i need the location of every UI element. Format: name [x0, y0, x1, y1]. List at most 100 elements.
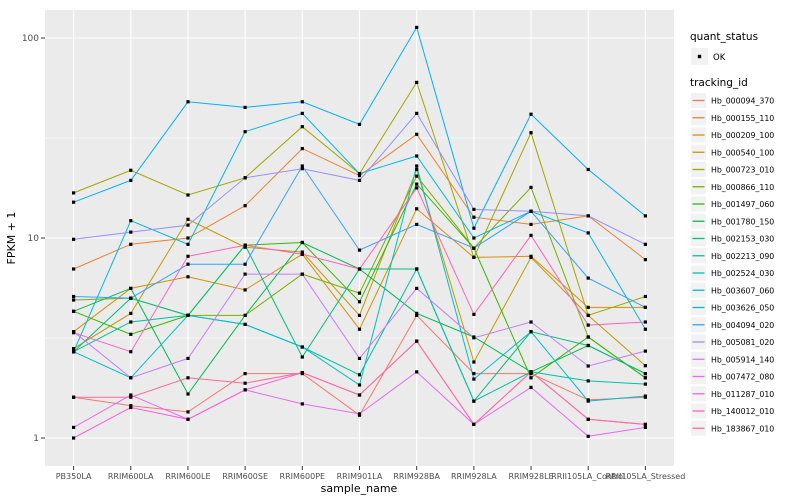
- data-point: [72, 298, 76, 302]
- data-point: [415, 313, 419, 317]
- data-point: [643, 394, 647, 398]
- legend-entry-label: Hb_004094_020: [711, 321, 774, 330]
- data-point: [300, 272, 304, 276]
- data-point: [300, 167, 304, 171]
- data-point: [415, 311, 419, 315]
- legend-entry-label: Hb_002153_030: [711, 235, 774, 244]
- data-point: [300, 371, 304, 375]
- legend-entry-Hb_005914_140: Hb_005914_140: [691, 351, 774, 367]
- legend-entry-label: Hb_007472_080: [711, 373, 774, 382]
- data-point: [72, 350, 76, 354]
- legend-entry-Hb_000209_100: Hb_000209_100: [691, 127, 774, 143]
- data-point: [415, 111, 419, 115]
- data-point: [357, 172, 362, 176]
- data-point: [529, 209, 533, 213]
- data-point: [72, 331, 76, 335]
- legend-entry-label: Hb_140012_010: [711, 407, 774, 416]
- data-point: [357, 383, 362, 387]
- legend-entry-label: Hb_005081_020: [711, 338, 774, 347]
- data-point: [415, 267, 419, 271]
- data-point: [357, 393, 362, 397]
- data-point: [586, 167, 590, 172]
- data-point: [472, 215, 476, 219]
- data-point: [300, 345, 304, 349]
- data-point: [129, 219, 133, 223]
- legend-entry-Hb_011287_010: Hb_011287_010: [691, 386, 774, 402]
- data-point: [415, 186, 419, 190]
- data-point: [357, 412, 362, 416]
- legend-entry-label: Hb_002213_090: [711, 252, 774, 261]
- x-tick-label: RRIM901LA: [337, 472, 383, 481]
- data-point: [300, 125, 304, 129]
- data-point: [586, 335, 590, 339]
- legend-entry-label: Hb_002524_030: [711, 269, 774, 278]
- x-tick-label: PB350LA: [56, 472, 92, 481]
- data-point: [129, 376, 133, 380]
- data-point: [129, 296, 133, 300]
- data-point: [643, 242, 647, 246]
- data-point: [129, 168, 133, 172]
- data-point: [529, 370, 533, 374]
- data-point: [243, 176, 247, 180]
- data-point: [586, 364, 590, 368]
- x-tick-label: RRIM928LE: [508, 472, 553, 481]
- data-point: [186, 392, 190, 396]
- data-point: [586, 313, 590, 317]
- legend-entry-Hb_002213_090: Hb_002213_090: [691, 248, 774, 264]
- data-point: [415, 80, 419, 84]
- data-point: [129, 311, 133, 315]
- legend-entries: Hb_000094_370 Hb_000155_110 Hb_000209_100 H…: [691, 93, 774, 436]
- data-point: [243, 245, 247, 249]
- data-point: [529, 320, 533, 324]
- data-point: [357, 178, 362, 182]
- data-point: [357, 327, 362, 331]
- data-point: [300, 355, 304, 359]
- data-point: [415, 154, 419, 158]
- data-point: [472, 255, 476, 259]
- data-point: [643, 214, 647, 218]
- x-tick-label: RRII105LA_Control: [551, 472, 625, 481]
- data-point: [243, 243, 247, 247]
- legend-entry-Hb_183867_010: Hb_183867_010: [691, 420, 774, 436]
- legend-entry-Hb_002524_030: Hb_002524_030: [691, 265, 774, 281]
- data-point: [243, 313, 247, 317]
- data-point: [243, 204, 247, 208]
- legend-entry-Hb_001497_060: Hb_001497_060: [691, 196, 774, 212]
- data-point: [129, 332, 133, 336]
- data-point: [586, 231, 590, 235]
- legend-entry-Hb_007472_080: Hb_007472_080: [691, 369, 774, 384]
- legend-entry-Hb_000866_110: Hb_000866_110: [691, 179, 774, 195]
- data-point: [72, 347, 76, 351]
- data-point: [643, 305, 647, 309]
- data-point: [357, 174, 362, 178]
- data-point: [529, 185, 533, 189]
- data-point: [586, 399, 590, 403]
- data-point: [586, 214, 590, 218]
- data-point: [72, 294, 76, 299]
- data-point: [186, 262, 190, 266]
- legend-entry-Hb_003626_050: Hb_003626_050: [691, 300, 774, 315]
- data-point: [586, 434, 590, 438]
- legend-entry-Hb_002153_030: Hb_002153_030: [691, 231, 774, 246]
- legend-entry-Hb_000723_010: Hb_000723_010: [691, 162, 774, 177]
- data-point: [415, 207, 419, 211]
- data-point: [129, 395, 133, 399]
- legend-entry-label: Hb_000723_010: [711, 166, 774, 175]
- legend-quant-status-title: quant_status: [690, 31, 758, 43]
- data-point: [300, 252, 304, 256]
- data-point: [72, 237, 76, 241]
- data-point: [529, 385, 533, 389]
- data-point: [243, 288, 247, 292]
- data-point: [472, 236, 476, 240]
- data-point: [586, 305, 590, 309]
- data-point: [643, 327, 647, 331]
- data-point: [472, 377, 476, 381]
- y-tick-label: 10: [28, 234, 40, 244]
- data-point: [129, 393, 133, 397]
- data-point: [415, 222, 419, 226]
- data-point: [472, 246, 476, 250]
- data-point: [643, 320, 647, 324]
- data-point: [186, 254, 190, 258]
- data-point: [472, 226, 476, 230]
